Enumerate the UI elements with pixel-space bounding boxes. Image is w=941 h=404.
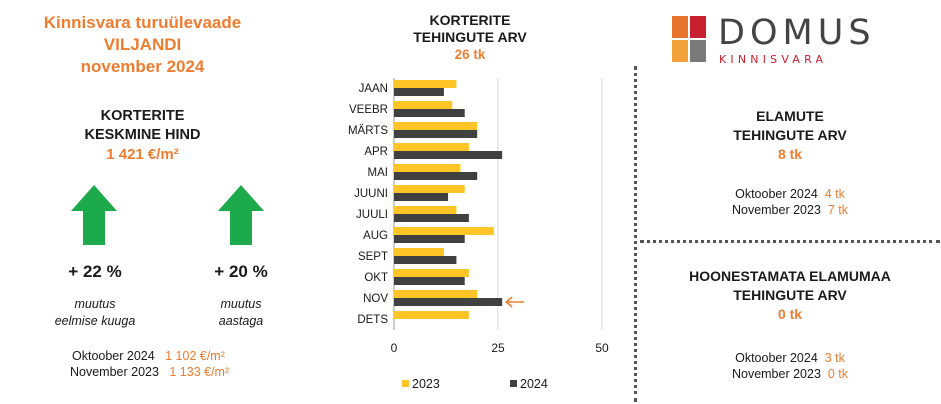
- chart-tick-label: 25: [491, 341, 505, 355]
- houses-comparison-value: 7 tk: [827, 203, 849, 217]
- chart-bar-2023: [394, 206, 457, 214]
- land-block: HOONESTAMATA ELAMUMAA TEHINGUTE ARV 0 tk: [640, 267, 940, 324]
- houses-comparison-label: November 2023: [731, 203, 821, 217]
- chart-category-label: NOV: [363, 293, 388, 305]
- price-comparison-value: 1 102 €/m²: [165, 349, 225, 363]
- houses-label-line2: TEHINGUTE ARV: [733, 127, 847, 143]
- chart-category-label: JUUNI: [354, 188, 388, 200]
- chart-bar-2023: [394, 185, 465, 193]
- chart-category-label: VEEBR: [349, 104, 388, 116]
- chart-bar-2024: [394, 172, 478, 180]
- chart-category-label: MÄRTS: [348, 125, 388, 137]
- monthly-change-caption-line1: muutus: [74, 297, 116, 311]
- monthly-change-caption-line2: eelmise kuuga: [54, 314, 136, 328]
- report-title-line3: november 2024: [80, 57, 205, 76]
- arrow-up-icon: [71, 185, 117, 245]
- monthly-change-value: + 22 %: [68, 262, 122, 281]
- chart-tick-label: 0: [391, 341, 398, 355]
- yearly-change-caption-line2: aastaga: [218, 314, 264, 328]
- land-label-line1: HOONESTAMATA ELAMUMAA: [689, 268, 891, 284]
- logo-wordmark: DOMUS: [718, 13, 876, 53]
- houses-block: ELAMUTE TEHINGUTE ARV 8 tk: [640, 107, 940, 164]
- chart-bar-2023: [394, 227, 494, 235]
- chart-bar-2024: [394, 88, 444, 96]
- chart-bar-2024: [394, 277, 465, 285]
- chart-bar-2023: [394, 122, 478, 130]
- land-value: 0 tk: [777, 306, 803, 322]
- chart-bar-2023: [394, 248, 444, 256]
- chart-category-label: SEPT: [358, 251, 388, 263]
- yearly-change-caption: muutus aastaga: [176, 296, 306, 330]
- houses-value: 8 tk: [777, 146, 803, 162]
- yearly-change-value: + 20 %: [214, 262, 268, 281]
- report-title: Kinnisvara turuülevaade VILJANDI novembe…: [20, 12, 265, 78]
- report-title-line1: Kinnisvara turuülevaade: [43, 13, 242, 32]
- land-comparison: Oktoober 2024 3 tk November 2023 0 tk: [640, 350, 940, 382]
- average-price-label-line2: KESKMINE HIND: [84, 127, 201, 143]
- chart-category-label: JUULI: [356, 209, 388, 221]
- chart-legend-swatch: [510, 380, 517, 387]
- chart-bar-2023: [394, 143, 469, 151]
- houses-comparison-row: November 2023 7 tk: [640, 202, 940, 218]
- houses-comparison-row: Oktoober 2024 4 tk: [640, 186, 940, 202]
- houses-comparison-label: Oktoober 2024: [735, 187, 818, 201]
- horizontal-divider: [640, 240, 940, 243]
- highlight-arrow-icon: [504, 296, 525, 308]
- land-comparison-value: 0 tk: [827, 367, 849, 381]
- monthly-change-caption: muutus eelmise kuuga: [30, 296, 160, 330]
- price-comparison-row: Oktoober 2024 1 102 €/m²: [72, 348, 225, 364]
- chart-bar-2023: [394, 80, 457, 88]
- land-comparison-label: Oktoober 2024: [735, 351, 818, 365]
- chart-bar-2024: [394, 109, 465, 117]
- houses-comparison: Oktoober 2024 4 tk November 2023 7 tk: [640, 186, 940, 218]
- report-title-line2: VILJANDI: [103, 35, 182, 54]
- chart-category-label: JAAN: [359, 83, 388, 95]
- yearly-change-caption-line1: muutus: [220, 297, 262, 311]
- price-comparison-label: November 2023: [70, 365, 159, 379]
- chart-tick-label: 50: [595, 341, 609, 355]
- chart-header-line1: KORTERITE: [429, 12, 511, 28]
- chart-category-label: DETS: [357, 314, 388, 326]
- chart-bar-2024: [394, 235, 465, 243]
- chart-bar-2024: [394, 256, 457, 264]
- chart-category-label: AUG: [363, 230, 388, 242]
- price-comparison-label: Oktoober 2024: [72, 349, 155, 363]
- chart-bar-2024: [394, 298, 503, 306]
- chart-bar-2024: [394, 151, 503, 159]
- chart-bar-2023: [394, 164, 461, 172]
- chart-bar-2023: [394, 269, 469, 277]
- chart-category-label: APR: [364, 146, 388, 158]
- chart-legend-swatch: [402, 380, 409, 387]
- chart-bar-2023: [394, 311, 469, 319]
- average-price-block: KORTERITE KESKMINE HIND 1 421 €/m²: [20, 107, 265, 164]
- average-price-label-line1: KORTERITE: [100, 108, 185, 124]
- chart-header-value: 26 tk: [454, 47, 486, 62]
- chart-bar-2024: [394, 214, 469, 222]
- land-comparison-value: 3 tk: [824, 351, 845, 365]
- apartment-transactions-chart: JAAN VEEBR MÄRTS APR MAI JUUNI JUULI AUG SEPT OKT…: [348, 78, 609, 391]
- chart-category-label: OKT: [364, 272, 388, 284]
- land-comparison-label: November 2023: [731, 367, 821, 381]
- average-price-value: 1 421 €/m²: [106, 146, 179, 163]
- land-comparison-row: November 2023 0 tk: [640, 366, 940, 382]
- chart-header: KORTERITE TEHINGUTE ARV 26 tk: [370, 12, 570, 63]
- arrow-up-icon: [218, 185, 264, 245]
- vertical-divider: [634, 66, 637, 402]
- chart-legend-label: 2023: [412, 377, 440, 391]
- houses-comparison-value: 4 tk: [824, 187, 845, 201]
- price-comparison-value: 1 133 €/m²: [169, 365, 230, 379]
- land-label-line2: TEHINGUTE ARV: [733, 287, 847, 303]
- chart-bar-2024: [394, 193, 449, 201]
- chart-legend-label: 2024: [520, 377, 548, 391]
- chart-bar-2024: [394, 130, 478, 138]
- chart-bar-2023: [394, 101, 453, 109]
- domus-logo-icon: [672, 16, 706, 62]
- chart-category-label: MAI: [368, 167, 388, 179]
- price-comparison-row: November 2023 1 133 €/m²: [70, 364, 229, 380]
- chart-header-line2: TEHINGUTE ARV: [413, 29, 527, 45]
- land-comparison-row: Oktoober 2024 3 tk: [640, 350, 940, 366]
- chart-bar-2023: [394, 290, 478, 298]
- logo-subtitle: KINNISVARA: [719, 53, 828, 66]
- houses-label-line1: ELAMUTE: [756, 108, 824, 124]
